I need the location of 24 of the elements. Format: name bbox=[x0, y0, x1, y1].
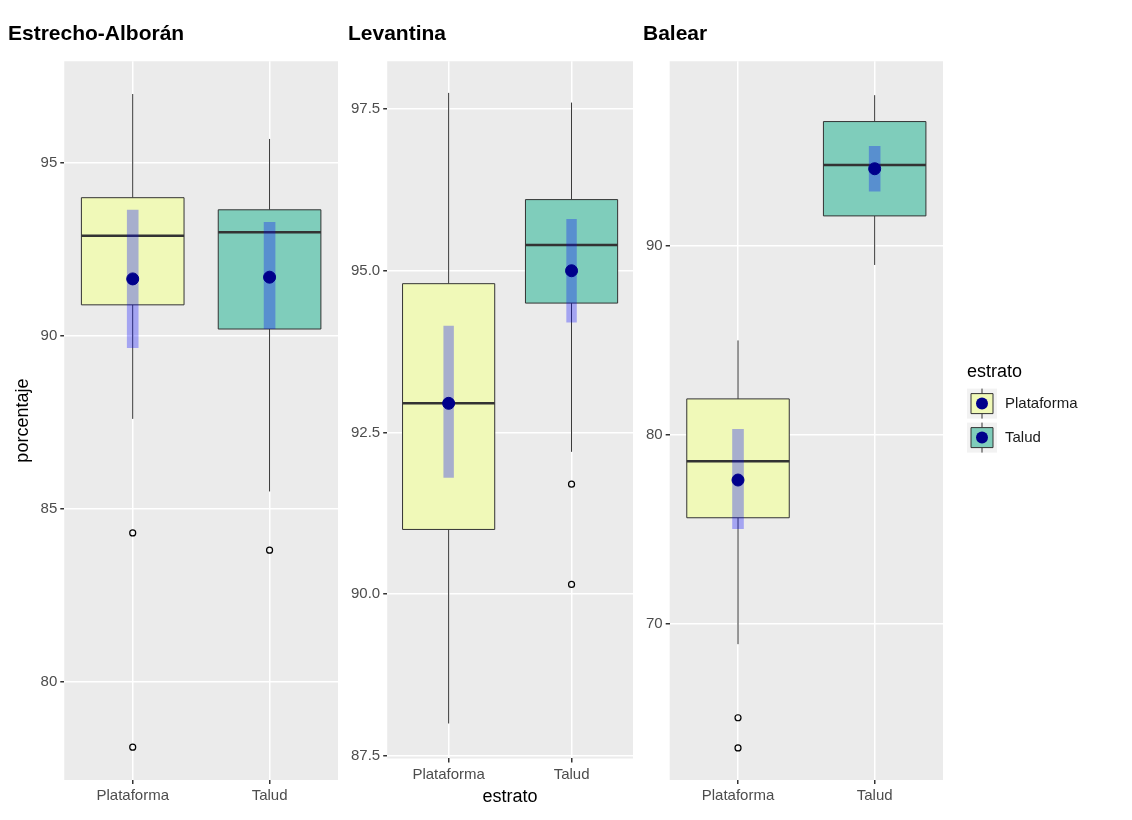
y-tick-label: 90.0 bbox=[350, 584, 381, 602]
x-axis-title: estrato bbox=[482, 786, 538, 807]
x-tick-label: Talud bbox=[251, 786, 288, 804]
y-tick-label: 95 bbox=[40, 153, 58, 171]
y-tick-label: 80 bbox=[646, 424, 663, 442]
x-tick-label: Talud bbox=[856, 786, 893, 804]
chart-title: Balear bbox=[643, 21, 708, 45]
y-tick-label: 95.0 bbox=[350, 260, 381, 278]
y-tick-label: 92.5 bbox=[350, 422, 381, 440]
y-tick-label: 87.5 bbox=[350, 745, 381, 763]
legend-title: estrato bbox=[967, 360, 1023, 381]
chart-title: Levantina bbox=[348, 21, 447, 45]
legend-label: Plataforma bbox=[1005, 393, 1079, 411]
y-tick-label: 90 bbox=[646, 236, 663, 254]
x-tick-label: Plataforma bbox=[701, 786, 775, 804]
y-tick-label: 70 bbox=[646, 613, 663, 631]
y-tick-label: 97.5 bbox=[350, 99, 381, 117]
y-tick-label: 85 bbox=[40, 498, 58, 516]
y-tick-label: 80 bbox=[40, 671, 58, 689]
chart-title: Estrecho-Alborán bbox=[8, 21, 185, 45]
y-axis-title: porcentaje bbox=[11, 378, 32, 463]
x-tick-label: Plataforma bbox=[96, 786, 170, 804]
legend-label: Talud bbox=[1005, 427, 1041, 445]
y-tick-label: 90 bbox=[40, 326, 58, 344]
